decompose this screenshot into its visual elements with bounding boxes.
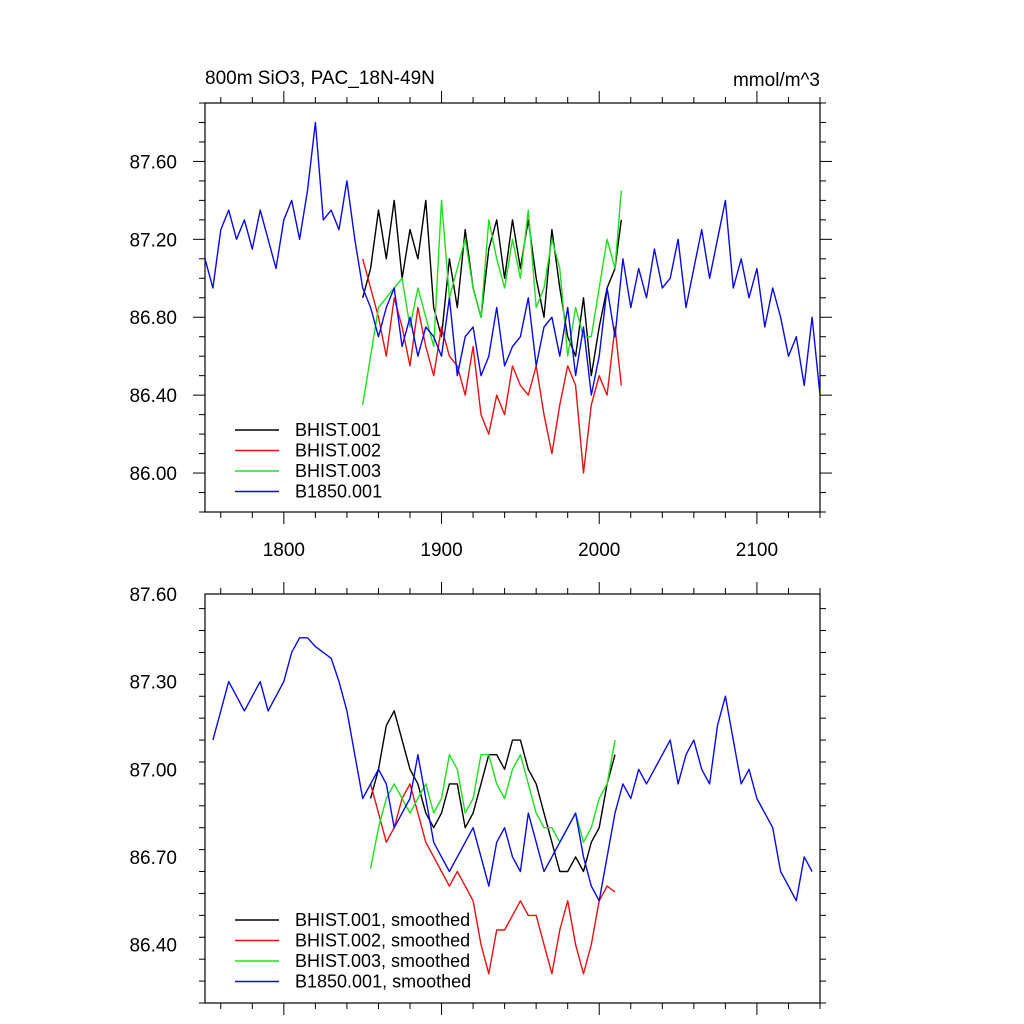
legend-label: BHIST.003 xyxy=(295,461,381,481)
y-tick-label: 86.70 xyxy=(129,848,177,869)
plot-frame xyxy=(204,593,821,1004)
x-tick-label: 1900 xyxy=(420,540,462,561)
legend-label: BHIST.001, smoothed xyxy=(295,910,470,930)
y-tick-label: 86.40 xyxy=(129,936,177,957)
y-tick-label: 87.60 xyxy=(129,585,177,606)
series-line-b1850-001 xyxy=(212,637,813,902)
legend-label: BHIST.002 xyxy=(295,441,381,461)
units-label: mmol/m^3 xyxy=(733,70,820,91)
y-tick-label: 86.40 xyxy=(129,386,177,407)
series-line-b1850-001 xyxy=(205,121,820,396)
legend-label: BHIST.001 xyxy=(295,420,381,440)
x-tick-label: 1800 xyxy=(263,540,305,561)
legend-label: B1850.001, smoothed xyxy=(295,972,471,992)
series-line-bhist-001 xyxy=(369,710,616,873)
chart-title: 800m SiO3, PAC_18N-49N xyxy=(205,68,435,89)
y-tick-label: 86.00 xyxy=(129,464,177,485)
series-line-bhist-003 xyxy=(362,190,622,406)
legend-label: BHIST.002, smoothed xyxy=(295,931,470,951)
x-tick-label: 2100 xyxy=(736,540,778,561)
series-line-bhist-002 xyxy=(362,258,622,474)
series-line-bhist-001 xyxy=(362,199,622,377)
legend-label: BHIST.003, smoothed xyxy=(295,951,470,971)
legend-label: B1850.001 xyxy=(295,482,382,502)
plot-frame xyxy=(204,102,821,513)
bottom-panel: 86.40 86.70 87.00 87.30 87.60 BHIST.001, smoo… xyxy=(129,582,826,1015)
y-tick-label: 87.60 xyxy=(129,152,177,173)
y-tick-label: 87.20 xyxy=(129,230,177,251)
x-tick-label: 2000 xyxy=(578,540,620,561)
y-tick-label: 87.00 xyxy=(129,760,177,781)
y-tick-label: 86.80 xyxy=(129,308,177,329)
y-tick-label: 87.30 xyxy=(129,673,177,694)
top-panel: 1800 1900 2000 2100 86.00 86.40 86.80 87.20 87.6… xyxy=(129,91,832,561)
